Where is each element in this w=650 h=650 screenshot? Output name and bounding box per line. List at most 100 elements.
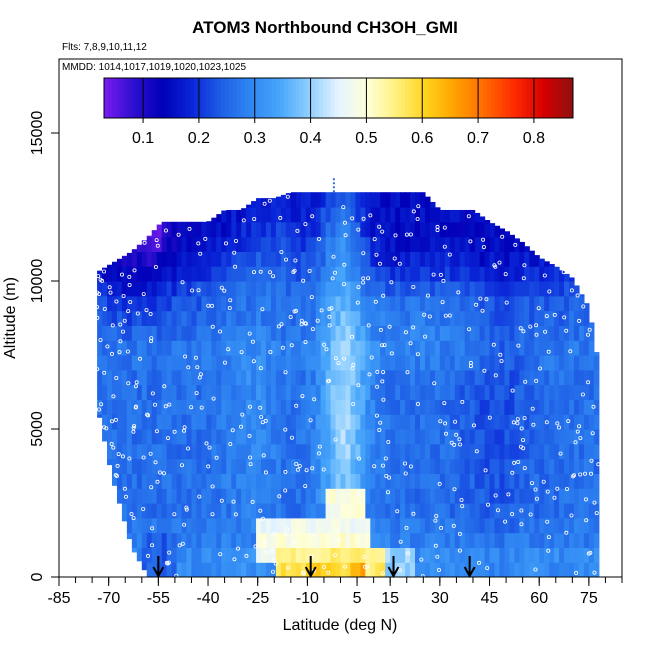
- heatmap-cell: [370, 532, 376, 548]
- heatmap-cell: [479, 281, 486, 297]
- heatmap-cell: [559, 532, 565, 548]
- heatmap-cell: [315, 236, 322, 252]
- heatmap-cell: [524, 295, 530, 312]
- observation-point: [521, 437, 526, 442]
- heatmap-cell: [151, 310, 158, 326]
- heatmap-cell: [330, 221, 337, 238]
- observation-point: [402, 461, 407, 466]
- heatmap-cell: [360, 503, 366, 519]
- heatmap-cell: [494, 443, 501, 460]
- heatmap-cell: [429, 251, 436, 267]
- heatmap-cell: [236, 399, 242, 415]
- observation-point: [449, 440, 454, 445]
- heatmap-cell: [459, 221, 466, 238]
- heatmap-cell: [504, 231, 510, 238]
- observation-point: [382, 343, 387, 348]
- heatmap-cell: [375, 355, 381, 371]
- heatmap-cell: [97, 399, 103, 415]
- heatmap-cell: [126, 429, 133, 445]
- colorbar-swatch: [248, 78, 254, 118]
- observation-point: [542, 273, 547, 278]
- heatmap-cell: [459, 503, 466, 519]
- observation-point: [422, 312, 427, 317]
- heatmap-cell: [131, 355, 138, 371]
- heatmap-cell: [400, 236, 406, 252]
- heatmap-cell: [564, 443, 570, 460]
- heatmap-cell: [469, 340, 476, 356]
- heatmap-cell: [335, 517, 342, 534]
- observation-point: [251, 270, 256, 275]
- observation-point: [321, 467, 326, 472]
- heatmap-cell: [449, 503, 456, 519]
- heatmap-cell: [280, 369, 287, 386]
- observation-point: [458, 442, 463, 447]
- heatmap-cell: [350, 473, 357, 489]
- heatmap-cell: [494, 340, 501, 356]
- heatmap-cell: [419, 266, 426, 282]
- heatmap-cell: [171, 266, 178, 282]
- heatmap-cell: [588, 547, 595, 563]
- observation-point: [232, 557, 237, 562]
- heatmap-cell: [588, 384, 595, 400]
- heatmap-cell: [275, 517, 282, 534]
- heatmap-cell: [554, 547, 560, 563]
- observation-point: [431, 272, 436, 277]
- heatmap-cell: [479, 547, 486, 563]
- heatmap-cell: [524, 473, 530, 489]
- colorbar-swatch: [135, 78, 140, 118]
- heatmap-cell: [231, 503, 237, 519]
- heatmap-cell: [206, 251, 212, 267]
- heatmap-cell: [424, 547, 431, 563]
- heatmap-cell: [424, 429, 431, 445]
- heatmap-cell: [270, 207, 277, 223]
- observation-point: [315, 318, 320, 323]
- observation-point: [433, 543, 438, 548]
- heatmap-cell: [395, 547, 401, 563]
- heatmap-cell: [216, 310, 222, 326]
- heatmap-cell: [554, 340, 560, 356]
- observation-point: [286, 565, 291, 570]
- heatmap-cell: [469, 236, 476, 252]
- heatmap-cell: [484, 414, 491, 430]
- colorbar-swatch: [236, 78, 242, 118]
- heatmap-cell: [380, 281, 386, 297]
- heatmap-cell: [310, 207, 317, 223]
- heatmap-cell: [434, 384, 441, 400]
- heatmap-cell: [275, 266, 282, 282]
- colorbar-swatch: [518, 78, 523, 118]
- heatmap-cell: [335, 458, 342, 474]
- heatmap-cell: [340, 562, 347, 577]
- observation-point: [573, 440, 578, 445]
- heatmap-cell: [569, 369, 575, 386]
- heatmap-cell: [126, 266, 133, 282]
- observation-point: [515, 417, 520, 422]
- heatmap-cell: [226, 443, 232, 460]
- heatmap-cell: [226, 266, 232, 282]
- observation-point: [483, 468, 488, 473]
- observation-point: [478, 296, 483, 301]
- heatmap-cell: [131, 488, 138, 504]
- heatmap-cell: [554, 503, 560, 519]
- heatmap-cell: [201, 295, 207, 312]
- heatmap-cell: [444, 458, 451, 474]
- heatmap-cell: [320, 414, 327, 430]
- observation-point: [442, 244, 447, 249]
- colorbar-swatch: [213, 78, 218, 118]
- heatmap-cell: [454, 325, 461, 341]
- heatmap-cell: [519, 281, 525, 297]
- heatmap-cell: [275, 429, 282, 445]
- heatmap-cell: [360, 340, 366, 356]
- heatmap-cell: [380, 443, 386, 460]
- observation-point: [165, 436, 170, 441]
- heatmap-cell: [251, 443, 257, 460]
- heatmap-cell: [529, 251, 535, 267]
- heatmap-cell: [469, 473, 476, 489]
- heatmap-cell: [241, 295, 247, 312]
- heatmap-cell: [514, 458, 520, 474]
- observation-point: [199, 405, 204, 410]
- heatmap-cell: [102, 340, 108, 356]
- colorbar-swatch: [107, 78, 113, 118]
- observation-point: [259, 414, 264, 419]
- heatmap-cell: [315, 429, 322, 445]
- heatmap-cell: [146, 325, 153, 341]
